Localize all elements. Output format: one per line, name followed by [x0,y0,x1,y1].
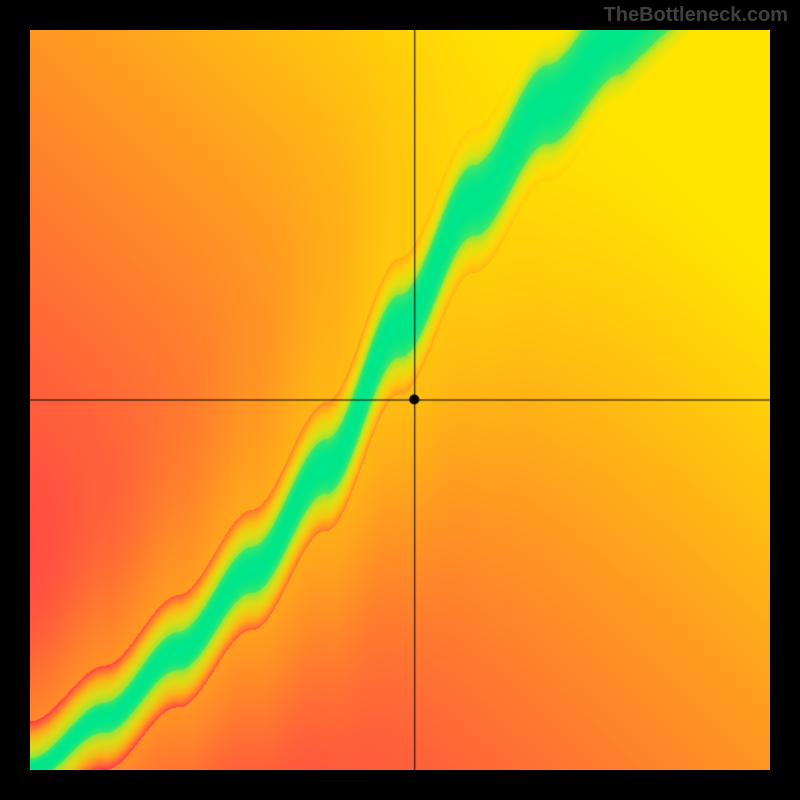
attribution-label: TheBottleneck.com [604,4,788,27]
chart-container: TheBottleneck.com [0,0,800,800]
bottleneck-heatmap [30,30,770,770]
